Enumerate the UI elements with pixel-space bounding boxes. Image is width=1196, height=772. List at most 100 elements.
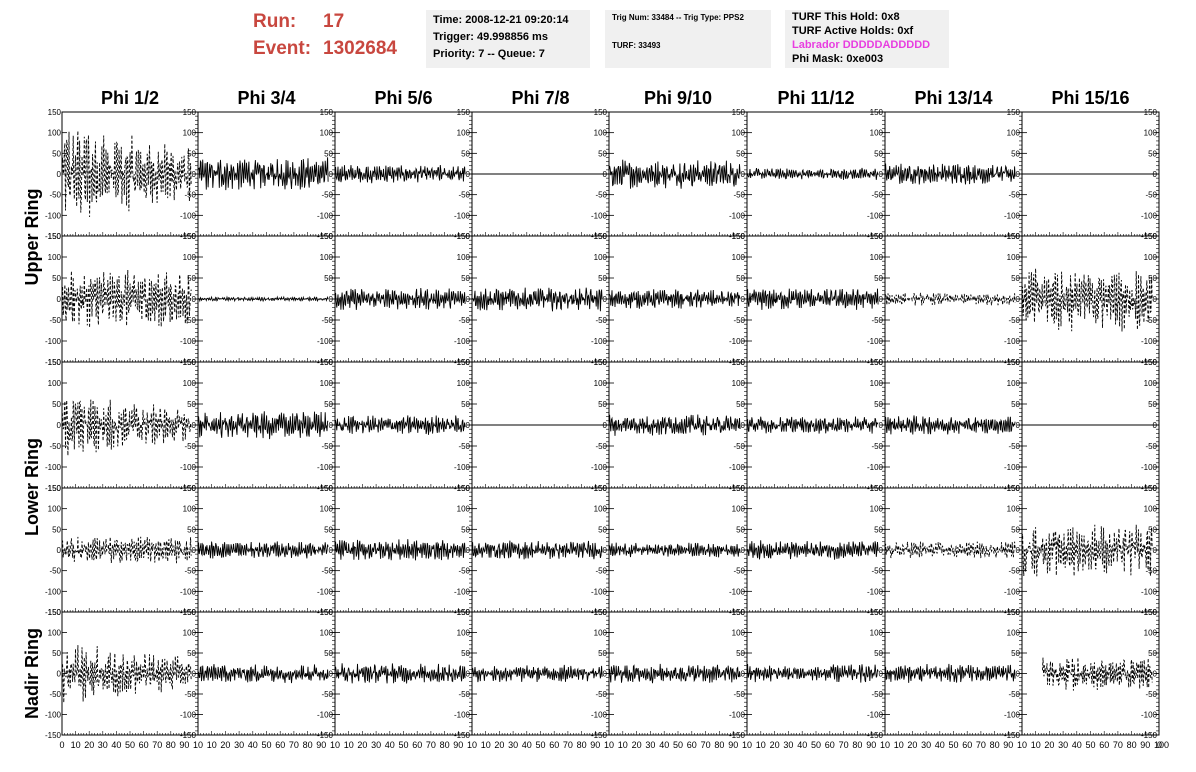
y-tick-label: 50 <box>736 525 745 534</box>
y-tick-label: 100 <box>870 505 884 514</box>
column-header: Phi 3/4 <box>237 88 295 108</box>
y-tick-label: -100 <box>729 211 746 220</box>
y-tick-label: -50 <box>458 316 470 325</box>
panel-frame <box>61 111 199 237</box>
y-tick-label: -100 <box>1004 711 1021 720</box>
y-tick-label: 150 <box>870 232 884 241</box>
y-tick-label: -100 <box>454 211 471 220</box>
y-tick-label: 50 <box>736 649 745 658</box>
y-tick-label: 50 <box>598 149 607 158</box>
y-tick-label: 100 <box>320 129 334 138</box>
trig-info-box: Trig Num: 33484 -- Trig Type: PPS2 TURF:… <box>605 10 771 68</box>
y-tick-label: 150 <box>594 484 608 493</box>
waveform-trace <box>746 288 879 310</box>
y-tick-label: 100 <box>1144 379 1158 388</box>
y-tick-label: -50 <box>321 567 333 576</box>
y-tick-label: 50 <box>598 649 607 658</box>
x-tick-label: 60 <box>139 740 149 750</box>
turf-info-box: TURF This Hold: 0x8 TURF Active Holds: 0… <box>785 10 949 68</box>
y-tick-label: 0 <box>879 170 884 179</box>
y-tick-label: 150 <box>457 108 471 117</box>
y-tick-label: 0 <box>1153 295 1158 304</box>
y-tick-label: 150 <box>870 108 884 117</box>
y-tick-label: 0 <box>466 546 471 555</box>
y-tick-label: -150 <box>180 731 197 740</box>
y-tick-label: 50 <box>187 400 196 409</box>
y-tick-label: -150 <box>317 731 334 740</box>
y-tick-label: -50 <box>595 567 607 576</box>
y-tick-label: 0 <box>741 670 746 679</box>
y-tick-label: 50 <box>874 149 883 158</box>
y-tick-label: 0 <box>57 421 62 430</box>
y-tick-label: -100 <box>591 211 608 220</box>
y-tick-label: -150 <box>729 731 746 740</box>
waveform-trace <box>608 159 741 189</box>
x-tick-label: 30 <box>1058 740 1068 750</box>
y-tick-label: 100 <box>1007 629 1021 638</box>
x-tick-label: 40 <box>797 740 807 750</box>
x-tick-label: 40 <box>111 740 121 750</box>
x-tick-label: 90 <box>590 740 600 750</box>
y-tick-label: -50 <box>871 690 883 699</box>
y-tick-label: -50 <box>595 316 607 325</box>
y-tick-label: -100 <box>45 711 62 720</box>
y-tick-label: -100 <box>454 711 471 720</box>
y-tick-label: 0 <box>466 295 471 304</box>
y-tick-label: 50 <box>187 525 196 534</box>
y-tick-label: 100 <box>183 505 197 514</box>
x-tick-label: 10 <box>481 740 491 750</box>
y-tick-label: -150 <box>45 358 62 367</box>
event-value: 1302684 <box>323 38 397 59</box>
x-tick-label: 10 <box>894 740 904 750</box>
y-tick-label: 50 <box>1148 274 1157 283</box>
y-tick-label: 100 <box>183 379 197 388</box>
y-tick-label: -50 <box>871 442 883 451</box>
y-tick-label: -50 <box>1145 690 1157 699</box>
x-tick-label: 30 <box>783 740 793 750</box>
y-tick-label: -100 <box>729 587 746 596</box>
y-tick-label: 0 <box>466 670 471 679</box>
x-tick-label: 10 <box>1017 740 1027 750</box>
y-tick-label: 100 <box>732 379 746 388</box>
y-tick-label: 150 <box>732 232 746 241</box>
column-header: Phi 15/16 <box>1051 88 1129 108</box>
y-tick-label: 100 <box>594 129 608 138</box>
y-tick-label: 0 <box>879 670 884 679</box>
y-tick-label: -50 <box>595 690 607 699</box>
x-tick-label: 90 <box>179 740 189 750</box>
y-tick-label: 50 <box>1148 525 1157 534</box>
y-tick-label: 50 <box>52 274 61 283</box>
waveform-trace <box>61 130 192 218</box>
y-tick-label: -100 <box>317 337 334 346</box>
x-tick-label: 10 <box>344 740 354 750</box>
y-tick-label: 0 <box>741 295 746 304</box>
x-tick-label: 10 <box>207 740 217 750</box>
x-tick-label: 80 <box>1127 740 1137 750</box>
x-tick-label: 60 <box>549 740 559 750</box>
y-tick-label: 50 <box>324 274 333 283</box>
waveform-trace <box>608 542 741 558</box>
y-tick-label: 0 <box>603 546 608 555</box>
y-tick-label: -50 <box>871 191 883 200</box>
y-tick-label: 100 <box>870 379 884 388</box>
x-tick-label: 10 <box>618 740 628 750</box>
y-tick-label: -100 <box>1141 211 1158 220</box>
y-tick-label: 150 <box>457 232 471 241</box>
y-tick-label: -100 <box>180 211 197 220</box>
y-tick-label: 150 <box>594 358 608 367</box>
y-tick-label: 50 <box>461 274 470 283</box>
y-tick-label: 100 <box>870 129 884 138</box>
y-tick-label: 150 <box>183 232 197 241</box>
y-tick-label: 150 <box>1007 108 1021 117</box>
waveform-trace <box>197 295 329 303</box>
y-tick-label: -50 <box>321 442 333 451</box>
y-tick-label: 100 <box>1144 505 1158 514</box>
panel-frame <box>1021 611 1160 736</box>
x-tick-label: 20 <box>84 740 94 750</box>
y-tick-label: 100 <box>183 129 197 138</box>
event-label: Event: <box>253 38 312 59</box>
y-tick-label: 100 <box>1007 253 1021 262</box>
y-tick-label: 50 <box>187 649 196 658</box>
y-tick-label: -50 <box>321 690 333 699</box>
y-tick-label: -100 <box>1004 587 1021 596</box>
